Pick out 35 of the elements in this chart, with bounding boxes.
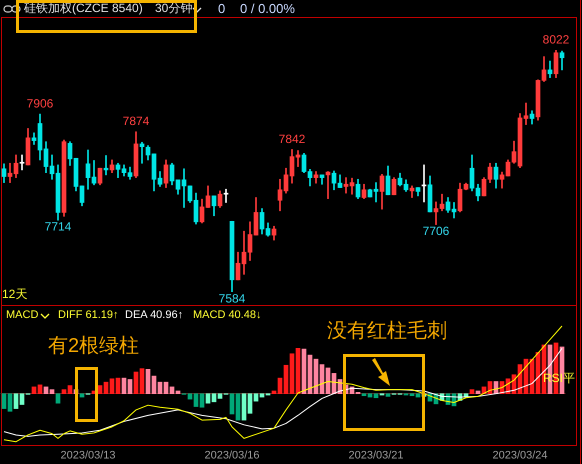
chart-title: 硅铁加权(CZCE 8540) — [24, 1, 143, 16]
candlestick — [422, 164, 426, 202]
x-tick-label: 2023/03/16 — [204, 450, 260, 462]
bar — [470, 389, 474, 394]
annotation: 7906 — [26, 96, 54, 110]
text: 0 — [218, 1, 226, 17]
bar — [56, 393, 60, 404]
candlestick — [410, 186, 414, 198]
text: MACD 40.48↓ — [193, 309, 262, 322]
annotation: 7584 — [218, 291, 246, 306]
text: 0 / 0.00% — [240, 1, 295, 17]
text: 30分钟 — [155, 1, 192, 16]
candlestick — [20, 154, 24, 170]
annotation: 7706 — [422, 224, 450, 238]
x-tick-label: 2023/03/21 — [348, 450, 404, 462]
annotation: 7714 — [44, 219, 72, 234]
annotation: 有2根绿柱 — [48, 335, 140, 358]
x-tick-label: 2023/03/13 — [60, 450, 116, 462]
annotation: 7842 — [278, 132, 306, 146]
annotation: 12天 — [2, 287, 28, 302]
candlestick — [548, 60, 552, 78]
text: DEA 40.96↑ — [125, 309, 184, 322]
candlestick — [224, 188, 228, 203]
bar — [386, 393, 390, 397]
annotation: 8022 — [542, 32, 570, 46]
bar — [80, 393, 84, 398]
candlestick — [104, 155, 108, 176]
candlestick — [326, 171, 330, 199]
bar — [476, 390, 480, 394]
x-tick-label: 2023/03/24 — [492, 450, 548, 462]
candlestick — [140, 142, 144, 164]
annotation: 没有红柱毛刺 — [327, 320, 447, 343]
annotation: 7874 — [122, 114, 150, 128]
text: MACD — [6, 309, 38, 322]
text: DIFF 61.19↑ — [58, 309, 119, 322]
